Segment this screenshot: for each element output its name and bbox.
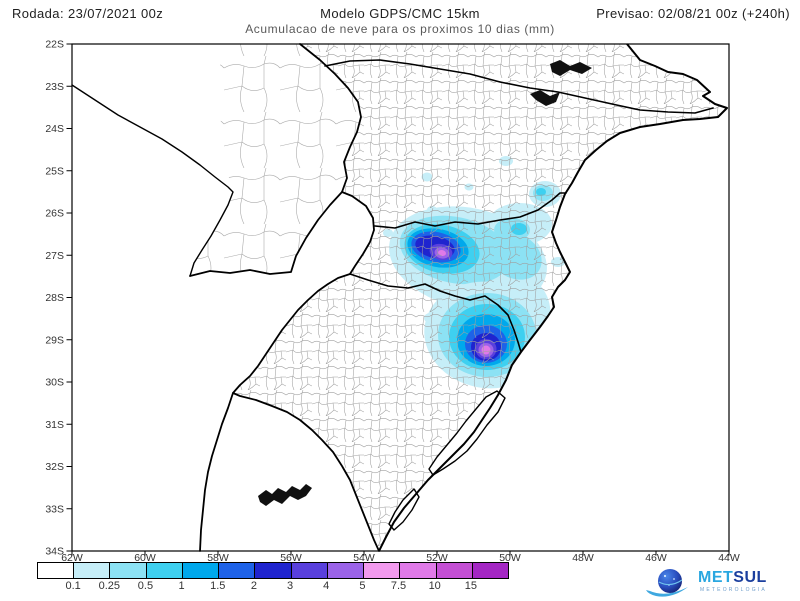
country-borders <box>71 43 380 552</box>
legend-color-box <box>146 563 183 578</box>
pilcomayo-paraguay-river <box>71 84 234 277</box>
metsul-tagline: METEOROLOGIA <box>700 587 767 593</box>
lat-tick-label: 25S <box>45 165 64 177</box>
department-boundaries-mesh <box>190 44 361 276</box>
coastline <box>378 43 728 552</box>
longitude-axis: 62W 60W 58W 56W 54W 52W 50W 48W 46W 44W <box>61 551 740 564</box>
lat-tick-label: 22S <box>45 39 64 51</box>
lat-tick-label: 24S <box>45 123 64 135</box>
lat-tick-label: 34S <box>45 546 64 558</box>
lon-tick-label: 50W <box>499 552 521 564</box>
lon-tick-label: 52W <box>426 552 448 564</box>
legend-color-box <box>38 563 75 578</box>
legend-color-box <box>327 563 365 578</box>
legend-color-box <box>110 563 147 578</box>
forecast-valid-label: Previsao: 02/08/21 00z (+240h) <box>596 6 790 21</box>
paraguay-brazil-border <box>299 43 362 193</box>
legend-color-box <box>436 563 473 578</box>
legend-threshold-label: 4 <box>323 580 330 592</box>
lon-tick-label: 62W <box>61 552 83 564</box>
legend-threshold-label: 1 <box>178 580 185 592</box>
legend-threshold-label: 15 <box>464 580 477 592</box>
parana-saopaulo-border <box>324 59 714 114</box>
lat-tick-label: 30S <box>45 377 64 389</box>
uruguay-river-border <box>199 273 351 552</box>
lat-tick-label: 27S <box>45 250 64 262</box>
lat-tick-label: 28S <box>45 292 64 304</box>
legend-threshold-label: 5 <box>359 580 366 592</box>
legend-color-box <box>291 563 328 578</box>
legend-threshold-label: 7.5 <box>390 580 407 592</box>
lat-tick-label: 26S <box>45 208 64 220</box>
brazil-uruguay-border <box>232 392 380 552</box>
lon-tick-label: 54W <box>353 552 375 564</box>
lon-tick-label: 44W <box>718 552 740 564</box>
lon-tick-label: 48W <box>572 552 594 564</box>
legend-color-box <box>219 563 256 578</box>
color-scale-legend <box>37 562 509 579</box>
lon-tick-label: 60W <box>134 552 156 564</box>
legend-threshold-label: 2 <box>250 580 257 592</box>
legend-threshold-label: 0.25 <box>98 580 121 592</box>
model-name-label: Modelo GDPS/CMC 15km <box>320 6 480 21</box>
map-title: Acumulacao de neve para os proximos 10 d… <box>245 22 555 36</box>
lat-tick-label: 23S <box>45 81 64 93</box>
legend-color-box <box>255 563 292 578</box>
legend-threshold-labels: 0.1 0.25 0.5 1 1.5 2 3 4 5 7.5 10 15 <box>0 580 800 594</box>
parana-river-misiones <box>189 191 343 277</box>
legend-color-box <box>182 563 220 578</box>
legend-threshold-label: 1.5 <box>210 580 226 592</box>
legend-threshold-label: 0.1 <box>65 580 81 592</box>
legend-threshold-label: 0.5 <box>137 580 154 592</box>
reservoir-lakes <box>258 60 592 506</box>
misiones-east-border <box>341 191 375 275</box>
metsul-wordmark: METSUL <box>698 569 767 586</box>
lat-tick-label: 33S <box>45 503 64 515</box>
lon-tick-label: 58W <box>207 552 229 564</box>
lat-tick-label: 31S <box>45 419 64 431</box>
legend-color-box <box>472 563 509 578</box>
legend-threshold-label: 3 <box>287 580 294 592</box>
state-borders <box>324 59 714 353</box>
municipal-boundaries-mesh <box>233 44 727 551</box>
legend-color-box <box>364 563 401 578</box>
parana-santacatarina-border <box>374 192 567 229</box>
lat-tick-label: 32S <box>45 461 64 473</box>
legend-color-box <box>400 563 437 578</box>
lat-tick-label: 29S <box>45 334 64 346</box>
legend-threshold-label: 10 <box>428 580 441 592</box>
latitude-axis: 22S 23S 24S 25S 26S 27S 28S 29S 30S 31S 32S 33S 34S <box>45 39 72 558</box>
lon-tick-label: 56W <box>280 552 302 564</box>
legend-color-box <box>74 563 111 578</box>
santacatarina-riograndedosul-border <box>349 273 522 353</box>
metsul-globe-icon <box>646 569 688 597</box>
metsul-logo: METSUL METEOROLOGIA <box>632 565 792 599</box>
model-run-label: Rodada: 23/07/2021 00z <box>12 6 164 21</box>
lon-tick-label: 46W <box>645 552 667 564</box>
